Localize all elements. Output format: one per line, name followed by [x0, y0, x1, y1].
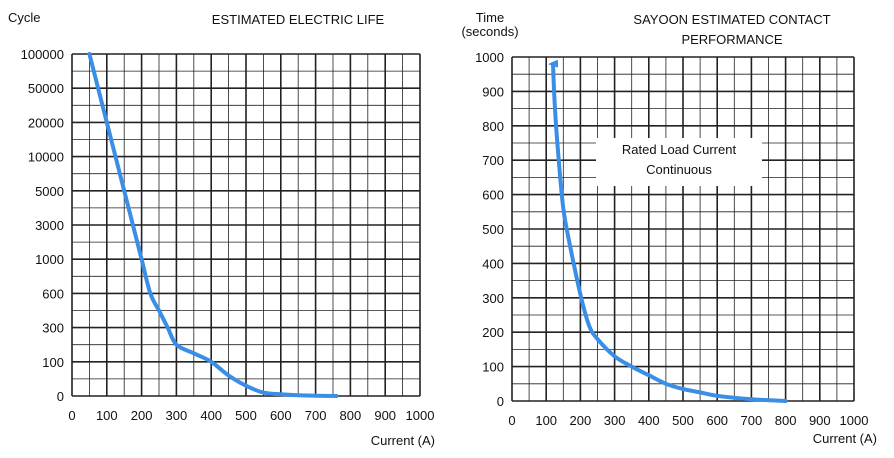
electric-life-y-tick-label: 0 [57, 389, 64, 404]
contact-performance-x-tick-label: 700 [741, 413, 763, 428]
electric-life-y-tick-label: 100 [42, 355, 64, 370]
electric-life-y-tick-label: 100000 [21, 47, 64, 62]
electric-life-y-tick-label: 10000 [28, 150, 64, 165]
contact-performance-x-tick-label: 900 [809, 413, 831, 428]
electric-life-x-tick-label: 900 [374, 408, 396, 423]
contact-performance-x-tick-label: 400 [638, 413, 660, 428]
contact-performance-y-tick-label: 1000 [475, 50, 504, 65]
electric-life-y-axis-label: Cycle [8, 10, 41, 25]
electric-life-x-tick-label: 300 [166, 408, 188, 423]
contact-performance-y-axis-label-line-1: Time [476, 10, 504, 25]
contact-performance-x-tick-label: 1000 [840, 413, 869, 428]
electric-life-grid [71, 53, 421, 397]
electric-life-chart: 0 100 200 300 400 500 600 700 800 900 100001003006… [8, 10, 435, 448]
rated-load-annotation-line-2: Continuous [646, 162, 712, 177]
contact-performance-chart: 0 100 200 300 400 500 600 700 800 900 1000 0 100 200 3… [461, 10, 877, 446]
electric-life-title: ESTIMATED ELECTRIC LIFE [212, 12, 385, 27]
electric-life-y-tick-label: 50000 [28, 81, 64, 96]
electric-life-y-tick-label: 20000 [28, 115, 64, 130]
contact-performance-title-line-2: PERFORMANCE [681, 32, 782, 47]
electric-life-x-tick-label: 800 [340, 408, 362, 423]
contact-performance-title-line-1: SAYOON ESTIMATED CONTACT [633, 12, 830, 27]
contact-performance-y-tick-label: 600 [482, 188, 504, 203]
electric-life-x-tick-label: 600 [270, 408, 292, 423]
electric-life-x-tick-label: 700 [305, 408, 327, 423]
electric-life-x-tick-label: 400 [200, 408, 222, 423]
rated-load-annotation-line-1: Rated Load Current [622, 142, 737, 157]
electric-life-y-tick-label: 600 [42, 286, 64, 301]
contact-performance-y-axis-label-line-2: (seconds) [461, 24, 518, 39]
contact-performance-x-tick-label: 500 [672, 413, 694, 428]
contact-performance-y-tick-label: 300 [482, 291, 504, 306]
electric-life-x-tick-label: 1000 [406, 408, 435, 423]
contact-performance-y-tick-label: 800 [482, 119, 504, 134]
contact-performance-x-tick-label: 600 [706, 413, 728, 428]
electric-life-series-line [87, 52, 339, 398]
contact-performance-x-tick-label: 300 [604, 413, 626, 428]
contact-performance-y-tick-label: 100 [482, 360, 504, 375]
contact-performance-y-tick-label: 200 [482, 325, 504, 340]
rated-load-annotation-box [596, 138, 762, 186]
contact-performance-grid [511, 56, 855, 402]
contact-performance-series-line [548, 59, 788, 403]
contact-performance-x-tick-label: 0 [508, 413, 515, 428]
electric-life-x-tick-label: 100 [96, 408, 118, 423]
contact-performance-y-tick-label: 0 [497, 394, 504, 409]
electric-life-x-axis-label: Current (A) [371, 433, 435, 448]
electric-life-y-tick-label: 1000 [35, 252, 64, 267]
electric-life-y-tick-label: 300 [42, 321, 64, 336]
contact-performance-x-tick-label: 800 [775, 413, 797, 428]
electric-life-y-tick-label: 5000 [35, 184, 64, 199]
contact-performance-y-tick-label: 500 [482, 222, 504, 237]
electric-life-tick-labels: 0 100 200 300 400 500 600 700 800 900 100001003006… [21, 47, 435, 423]
contact-performance-y-tick-label: 400 [482, 256, 504, 271]
electric-life-x-tick-label: 500 [235, 408, 257, 423]
contact-performance-y-tick-label: 700 [482, 153, 504, 168]
electric-life-x-tick-label: 200 [131, 408, 153, 423]
electric-life-x-tick-label: 0 [68, 408, 75, 423]
contact-performance-x-tick-label: 200 [570, 413, 592, 428]
electric-life-y-tick-label: 3000 [35, 218, 64, 233]
contact-performance-x-axis-label: Current (A) [813, 431, 877, 446]
contact-performance-x-tick-label: 100 [535, 413, 557, 428]
contact-performance-tick-labels: 0 100 200 300 400 500 600 700 800 900 1000 0 100 200 3… [475, 50, 868, 428]
contact-performance-y-tick-label: 900 [482, 84, 504, 99]
